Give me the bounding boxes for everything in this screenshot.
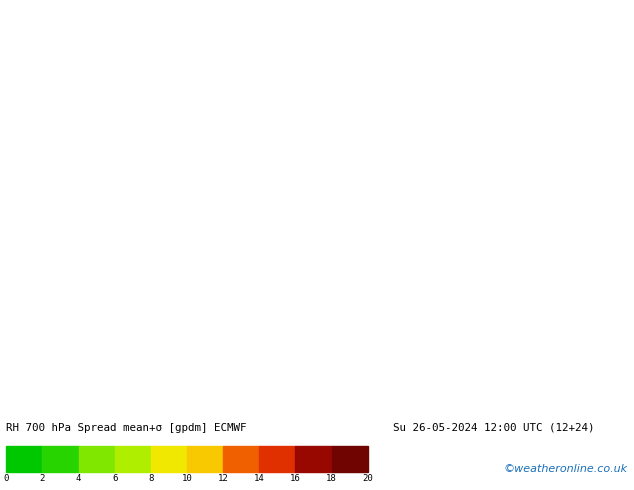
Bar <box>332 446 368 472</box>
Text: ©weatheronline.co.uk: ©weatheronline.co.uk <box>503 464 628 474</box>
Bar <box>295 446 332 472</box>
Text: 4: 4 <box>76 474 81 483</box>
Text: 14: 14 <box>254 474 264 483</box>
Text: 2: 2 <box>40 474 45 483</box>
Text: 20: 20 <box>363 474 373 483</box>
Bar <box>187 446 223 472</box>
Bar <box>151 446 187 472</box>
Bar <box>259 446 295 472</box>
Text: 12: 12 <box>218 474 228 483</box>
Bar <box>115 446 151 472</box>
Text: 6: 6 <box>112 474 117 483</box>
Text: 18: 18 <box>327 474 337 483</box>
Bar <box>6 446 42 472</box>
Text: 8: 8 <box>148 474 153 483</box>
Text: Su 26-05-2024 12:00 UTC (12+24): Su 26-05-2024 12:00 UTC (12+24) <box>393 422 595 433</box>
Bar <box>79 446 115 472</box>
Text: RH 700 hPa Spread mean+σ [gpdm] ECMWF: RH 700 hPa Spread mean+σ [gpdm] ECMWF <box>6 422 247 433</box>
Text: 10: 10 <box>182 474 192 483</box>
Text: 0: 0 <box>4 474 9 483</box>
Bar <box>223 446 259 472</box>
Text: 16: 16 <box>290 474 301 483</box>
Bar <box>42 446 79 472</box>
